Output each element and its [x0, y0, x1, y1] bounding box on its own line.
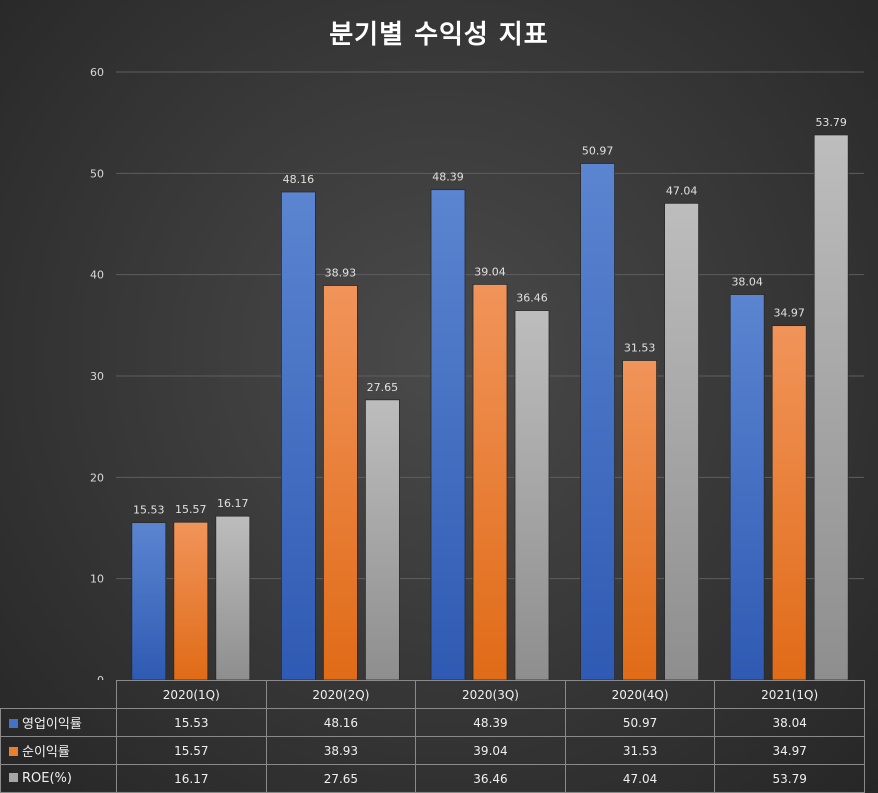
data-label: 36.46	[516, 292, 548, 305]
bar	[514, 310, 550, 680]
y-tick-label: 20	[90, 471, 104, 484]
table-cell: 48.39	[415, 708, 566, 737]
bar	[622, 360, 657, 680]
data-label: 16.17	[217, 497, 249, 510]
bar	[215, 515, 251, 680]
legend-swatch	[9, 773, 18, 782]
data-label: 47.04	[666, 184, 698, 197]
y-tick-label: 30	[90, 370, 104, 383]
table-cell: 15.53	[116, 708, 267, 737]
table-corner	[0, 680, 117, 709]
y-tick-label: 0	[97, 674, 104, 680]
table-header-row: 2020(1Q) 2020(2Q) 2020(3Q) 2020(4Q) 2021…	[0, 680, 865, 709]
y-axis-ticks: 0 10 20 30 40 50 60	[90, 66, 104, 680]
category-header: 2020(1Q)	[116, 680, 267, 709]
data-table: 2020(1Q) 2020(2Q) 2020(3Q) 2020(4Q) 2021…	[0, 680, 865, 793]
bar	[364, 399, 400, 680]
series-legend-cell: ROE(%)	[0, 764, 117, 793]
bars	[131, 134, 849, 680]
data-label: 48.39	[432, 171, 464, 184]
category-header: 2021(1Q)	[714, 680, 865, 709]
data-label: 15.57	[175, 503, 207, 516]
series-name: ROE(%)	[22, 771, 72, 786]
bar	[173, 521, 209, 680]
legend-swatch	[9, 719, 18, 728]
table-row: 영업이익률 15.53 48.16 48.39 50.97 38.04	[0, 708, 865, 737]
table-cell: 16.17	[116, 764, 267, 793]
table-cell: 48.16	[265, 708, 417, 737]
y-tick-label: 60	[90, 66, 104, 79]
table-cell: 36.46	[415, 764, 566, 793]
bar	[472, 283, 508, 680]
data-label: 31.53	[624, 341, 656, 354]
bar	[430, 189, 466, 680]
data-label: 27.65	[367, 381, 399, 394]
category-header: 2020(3Q)	[415, 680, 566, 709]
table-cell: 38.93	[265, 736, 417, 765]
table-cell: 53.79	[714, 764, 865, 793]
data-label: 38.93	[325, 267, 357, 280]
bar-chart: 0 10 20 30 40 50 60 15.53 15.57 16.17 48.16 38.93 2…	[90, 66, 864, 680]
table-cell: 15.57	[116, 736, 267, 765]
bar	[813, 134, 849, 680]
bar	[729, 294, 765, 680]
table-cell: 27.65	[265, 764, 417, 793]
data-label: 38.04	[731, 276, 763, 289]
bar	[771, 325, 807, 680]
y-tick-label: 10	[90, 573, 104, 586]
series-name: 순이익률	[22, 745, 70, 760]
data-label: 50.97	[582, 145, 614, 158]
data-label: 34.97	[773, 307, 805, 320]
data-label: 39.04	[474, 265, 506, 278]
series-legend-cell: 순이익률	[0, 736, 117, 765]
table-cell: 38.04	[714, 708, 865, 737]
category-header: 2020(4Q)	[564, 680, 716, 709]
y-tick-label: 40	[90, 269, 104, 282]
table-cell: 34.97	[714, 736, 865, 765]
table-cell: 39.04	[415, 736, 566, 765]
table-row: 순이익률 15.57 38.93 39.04 31.53 34.97	[0, 736, 865, 765]
table-cell: 50.97	[564, 708, 716, 737]
data-label: 53.79	[815, 116, 847, 129]
bar	[322, 285, 358, 680]
data-label: 48.16	[283, 173, 315, 186]
legend-swatch	[9, 747, 18, 756]
series-name: 영업이익률	[22, 717, 82, 732]
bar	[664, 202, 699, 680]
bar	[280, 191, 316, 680]
data-label: 15.53	[133, 504, 165, 517]
chart-title: 분기별 수익성 지표	[329, 20, 549, 50]
bar	[131, 522, 167, 680]
data-labels: 15.53 15.57 16.17 48.16 38.93 27.65 48.39 39.04…	[133, 116, 847, 517]
y-tick-label: 50	[90, 167, 104, 180]
series-legend-cell: 영업이익률	[0, 708, 117, 737]
bar	[580, 163, 615, 680]
table-cell: 31.53	[564, 736, 716, 765]
category-header: 2020(2Q)	[265, 680, 417, 709]
table-cell: 47.04	[564, 764, 716, 793]
table-row: ROE(%) 16.17 27.65 36.46 47.04 53.79	[0, 764, 865, 793]
